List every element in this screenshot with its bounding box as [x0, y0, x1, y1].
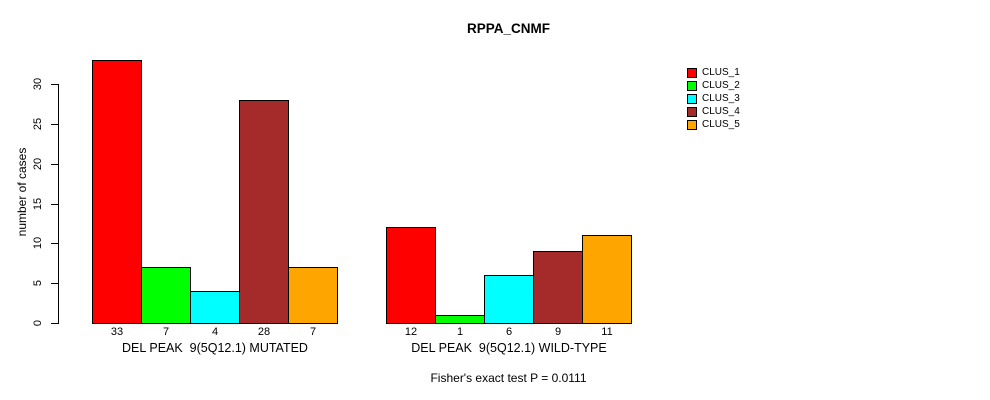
legend-item: CLUS_4: [687, 105, 740, 118]
group-label: DEL PEAK 9(5Q12.1) WILD-TYPE: [411, 341, 607, 355]
legend-swatch-icon: [687, 80, 697, 91]
bar-value-label: 7: [309, 326, 317, 338]
y-tick-label: 10: [32, 236, 44, 250]
legend: CLUS_1 CLUS_2 CLUS_3 CLUS_4 CLUS_5: [687, 66, 740, 131]
bar-clus_4-group1: [239, 100, 289, 324]
bar-value-label: 9: [554, 326, 562, 338]
bar-value-label: 12: [404, 326, 418, 338]
legend-item: CLUS_1: [687, 66, 740, 79]
bar-clus_4-group2: [533, 251, 583, 324]
bar-value-label: 7: [162, 326, 170, 338]
legend-item: CLUS_5: [687, 118, 740, 131]
y-tick-label: 0: [32, 319, 44, 327]
bar-clus_1-group2: [386, 227, 436, 324]
y-tick: [51, 84, 58, 85]
bar-value-label: 11: [601, 326, 613, 338]
bar-value-label: 4: [211, 326, 219, 338]
y-tick: [51, 283, 58, 284]
y-tick: [51, 243, 58, 244]
legend-swatch-icon: [687, 67, 697, 78]
group-label: DEL PEAK 9(5Q12.1) MUTATED: [122, 341, 308, 355]
bar-value-label: 28: [257, 326, 271, 338]
bar-clus_1-group1: [92, 60, 142, 324]
legend-swatch-icon: [687, 106, 697, 117]
legend-swatch-icon: [687, 119, 697, 130]
bar-clus_3-group2: [484, 275, 534, 324]
legend-swatch-icon: [687, 93, 697, 104]
legend-label: CLUS_3: [702, 93, 740, 104]
bar-clus_5-group2: [582, 235, 632, 324]
chart-title: RPPA_CNMF: [466, 21, 550, 36]
y-tick-label: 25: [32, 117, 44, 131]
bar-value-label: 1: [456, 326, 464, 338]
y-tick: [51, 164, 58, 165]
y-tick-label: 15: [32, 197, 44, 211]
legend-label: CLUS_4: [702, 106, 740, 117]
y-tick: [51, 204, 58, 205]
legend-label: CLUS_2: [702, 80, 740, 91]
bar-value-label: 6: [505, 326, 513, 338]
y-axis-line: [58, 84, 59, 324]
y-tick: [51, 323, 58, 324]
y-axis-label: number of cases: [15, 147, 29, 237]
bar-clus_2-group1: [141, 267, 191, 324]
annotation-fishers-test: Fisher's exact test P = 0.0111: [430, 371, 587, 385]
legend-label: CLUS_1: [702, 67, 740, 78]
legend-item: CLUS_2: [687, 79, 740, 92]
bar-value-label: 33: [110, 326, 124, 338]
y-tick-label: 20: [32, 157, 44, 171]
bar-clus_2-group2: [435, 315, 485, 324]
legend-label: CLUS_5: [702, 119, 740, 130]
y-tick: [51, 124, 58, 125]
bar-clus_5-group1: [288, 267, 338, 324]
y-tick-label: 30: [32, 77, 44, 91]
bar-clus_3-group1: [190, 291, 240, 324]
legend-item: CLUS_3: [687, 92, 740, 105]
y-tick-label: 5: [32, 279, 44, 287]
